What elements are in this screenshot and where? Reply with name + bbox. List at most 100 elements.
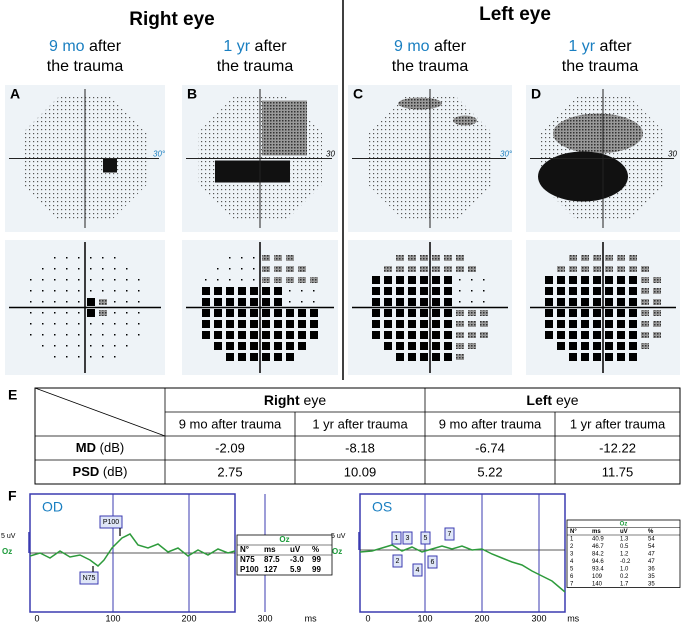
group-bold: Left <box>526 392 552 408</box>
pd-check <box>456 310 464 316</box>
table-cell: 0.5 <box>620 544 629 550</box>
pd-square <box>262 309 270 317</box>
pd-check <box>629 255 637 261</box>
peak-box <box>427 555 438 569</box>
pd-square <box>396 320 404 328</box>
pd-square <box>262 353 270 361</box>
pd-dot <box>313 301 315 303</box>
pd-check <box>480 321 488 327</box>
pd-square <box>238 331 246 339</box>
pd-square <box>298 342 306 350</box>
panel-label: D <box>531 86 541 102</box>
pd-square <box>238 287 246 295</box>
pd-dot <box>66 345 68 347</box>
pd-dot <box>30 290 32 292</box>
pd-dot <box>114 345 116 347</box>
table-cell: 1.2 <box>620 551 629 557</box>
pd-dot <box>114 290 116 292</box>
pd-check <box>298 266 306 272</box>
pd-square <box>250 298 258 306</box>
pd-dot <box>126 268 128 270</box>
pd-dot <box>138 312 140 314</box>
pd-check <box>641 343 649 349</box>
pd-square <box>226 309 234 317</box>
pd-check <box>641 299 649 305</box>
column-header-line2: the trauma <box>47 58 124 75</box>
pd-dot <box>30 323 32 325</box>
pd-check <box>444 255 452 261</box>
pd-dot <box>241 257 243 259</box>
pd-square <box>250 331 258 339</box>
column-header: 1 yr after <box>223 38 287 55</box>
pd-dot <box>90 356 92 358</box>
pd-dot <box>253 268 255 270</box>
pd-square <box>396 276 404 284</box>
pd-check <box>468 266 476 272</box>
table-cell: 6 <box>570 574 574 580</box>
peak-box <box>392 554 403 568</box>
pd-dot <box>138 279 140 281</box>
table-cell: 84.2 <box>592 551 604 557</box>
pd-square <box>420 276 428 284</box>
pd-check <box>641 288 649 294</box>
subheader: 9 mo after trauma <box>179 416 282 431</box>
table-title: Oz <box>279 535 289 544</box>
waveform <box>359 544 566 593</box>
pd-square <box>274 287 282 295</box>
pd-square <box>557 309 565 317</box>
pd-check <box>444 266 452 272</box>
pd-square <box>432 353 440 361</box>
cell: 11.75 <box>602 464 634 479</box>
pd-check <box>617 266 625 272</box>
pd-dot <box>66 312 68 314</box>
row-unit: (dB) <box>100 440 125 455</box>
row-name: PSD <box>73 464 100 479</box>
header-rest: after <box>600 38 633 55</box>
defect <box>398 97 442 110</box>
pd-square <box>274 309 282 317</box>
pd-square <box>432 320 440 328</box>
defect <box>453 115 477 126</box>
pd-square <box>593 342 601 350</box>
defect <box>103 158 117 173</box>
pd-dot <box>78 334 80 336</box>
row-header: PSD (dB) <box>73 464 128 479</box>
pd-dot <box>114 356 116 358</box>
pd-square <box>384 298 392 306</box>
pd-square <box>605 276 613 284</box>
channel-label: Oz <box>332 547 342 556</box>
pd-dot <box>78 312 80 314</box>
pd-check <box>396 266 404 272</box>
pd-square <box>214 342 222 350</box>
pd-square <box>605 342 613 350</box>
pd-square <box>408 331 416 339</box>
pd-check <box>593 266 601 272</box>
pd-check <box>286 255 294 261</box>
pd-square <box>226 331 234 339</box>
pd-square <box>372 320 380 328</box>
table-cell: 99 <box>312 555 321 564</box>
pd-check <box>420 255 428 261</box>
pd-dot <box>483 301 485 303</box>
pd-square <box>444 342 452 350</box>
table-cell: 127 <box>264 565 278 574</box>
pd-check <box>641 277 649 283</box>
pd-square <box>557 342 565 350</box>
pd-square <box>432 331 440 339</box>
pd-dot <box>217 268 219 270</box>
pd-check <box>641 321 649 327</box>
pd-dot <box>66 279 68 281</box>
table-cell: 7 <box>570 581 574 587</box>
pd-dot <box>54 323 56 325</box>
pd-dot <box>459 290 461 292</box>
pd-dot <box>229 257 231 259</box>
table-cell: 1 <box>570 536 574 542</box>
pd-check <box>432 255 440 261</box>
pd-square <box>87 309 95 317</box>
pd-square <box>605 309 613 317</box>
pd-check <box>456 343 464 349</box>
pd-dot <box>205 279 207 281</box>
pd-check <box>274 266 282 272</box>
